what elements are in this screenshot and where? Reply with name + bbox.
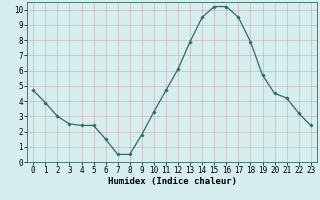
X-axis label: Humidex (Indice chaleur): Humidex (Indice chaleur) <box>108 177 236 186</box>
